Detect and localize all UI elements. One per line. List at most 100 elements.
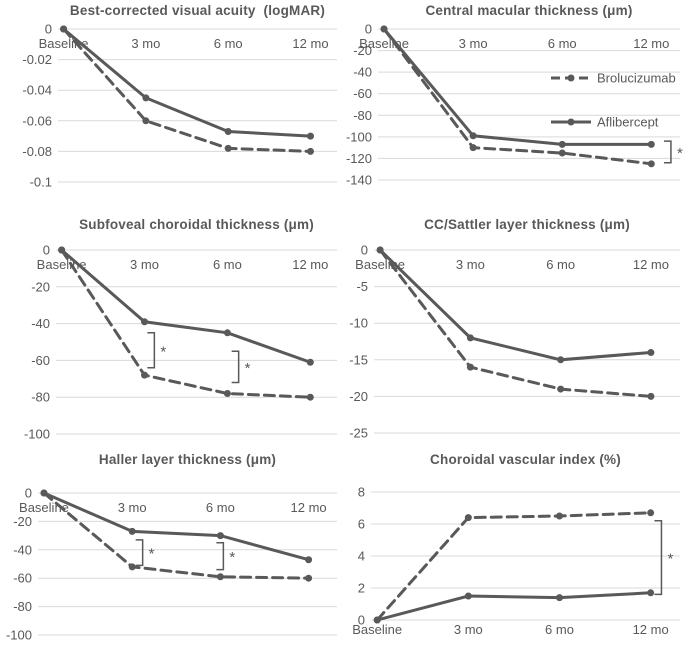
data-point-marker — [464, 592, 472, 600]
data-point-marker — [555, 594, 563, 602]
y-axis-tick-label: -60 — [31, 353, 50, 368]
y-axis-tick-label: -40 — [31, 316, 50, 331]
chart-canvas: Choroidal vascular index (%) 8 6 4 2 0Baselin… — [352, 452, 680, 637]
y-axis-tick-label: -80 — [13, 599, 32, 614]
data-point-marker — [306, 358, 314, 366]
x-axis-category-label: 3 mo — [459, 36, 488, 51]
y-axis-tick-label: 0 — [43, 243, 50, 258]
data-point-marker — [305, 574, 313, 582]
data-point-marker — [555, 512, 563, 520]
y-axis-tick-label: -20 — [353, 43, 372, 58]
data-point-marker — [60, 25, 68, 33]
y-axis-tick-label: 0 — [25, 486, 32, 501]
y-axis-tick-label: -60 — [353, 86, 372, 101]
y-axis-tick-label: -80 — [31, 390, 50, 405]
data-point-marker — [469, 132, 477, 140]
x-axis-category-label: 12 mo — [292, 36, 328, 51]
data-point-marker — [647, 589, 655, 597]
data-point-marker — [224, 144, 232, 152]
chart-title: Choroidal vascular index (%) — [430, 452, 621, 467]
data-point-marker — [557, 385, 565, 393]
y-axis-tick-label: -20 — [13, 514, 32, 529]
y-axis-tick-label: -140 — [346, 173, 372, 188]
y-axis-tick-label: -10 — [349, 316, 368, 331]
x-axis-category-label: 3 mo — [118, 500, 147, 515]
x-axis-category-label: 6 mo — [545, 622, 574, 637]
series-line-brolucizumab — [382, 27, 653, 166]
series-line-brolucizumab — [378, 248, 653, 398]
x-axis-category-label: Baseline — [352, 622, 402, 637]
x-axis-category-label: 6 mo — [206, 500, 235, 515]
significance-bracket — [654, 520, 663, 596]
data-point-marker — [647, 509, 655, 517]
data-point-marker — [469, 144, 477, 152]
data-point-marker — [306, 147, 314, 155]
data-point-marker — [464, 514, 472, 522]
chart-canvas: Subfoveal choroidal thickness (μm) 0 -20 -4… — [24, 217, 337, 442]
series-line-aflibercept — [382, 27, 653, 146]
x-axis-category-label: 12 mo — [633, 257, 669, 272]
chart-subfoveal-choroidal-thickness: Subfoveal choroidal thickness (μm) 0 -20 -4… — [0, 215, 342, 450]
x-axis-category-label: 3 mo — [130, 257, 159, 272]
y-axis-tick-label: 6 — [358, 517, 365, 532]
significance-asterisk: * — [667, 551, 673, 568]
data-point-marker — [373, 616, 381, 624]
data-point-marker — [380, 25, 388, 33]
legend-label: Aflibercept — [597, 115, 659, 130]
series-line-brolucizumab — [375, 511, 653, 622]
x-axis-category-label: 6 mo — [548, 36, 577, 51]
y-axis-tick-label: -5 — [356, 279, 368, 294]
x-axis-category-label: 3 mo — [456, 257, 485, 272]
y-axis-tick-label: 8 — [358, 485, 365, 500]
significance-bracket — [231, 350, 240, 384]
x-axis-category-label: 12 mo — [633, 622, 669, 637]
chart-central-macular-thickness: Central macular thickness (μm) 0 -20 -40 -60… — [342, 0, 685, 215]
significance-bracket — [216, 541, 225, 571]
data-point-marker — [224, 128, 232, 136]
significance-asterisk: * — [149, 546, 155, 563]
y-axis-tick-label: -100 — [6, 628, 32, 643]
data-point-marker — [141, 318, 149, 326]
y-axis-tick-label: 0 — [358, 613, 365, 628]
x-axis-category-label: Baseline — [355, 257, 405, 272]
y-axis-tick-label: -80 — [353, 108, 372, 123]
series-line-aflibercept — [42, 491, 311, 562]
data-point-marker — [223, 329, 231, 337]
data-point-marker — [466, 363, 474, 371]
chart-title: Central macular thickness (μm) — [425, 3, 632, 18]
data-point-marker — [647, 160, 655, 168]
y-axis-tick-label: -0.1 — [30, 175, 52, 190]
y-axis-tick-label: 0 — [361, 243, 368, 258]
series-line-brolucizumab — [42, 491, 311, 580]
data-point-marker — [647, 348, 655, 356]
data-point-marker — [557, 356, 565, 364]
data-point-marker — [141, 371, 149, 379]
y-axis-tick-label: -20 — [31, 279, 50, 294]
y-axis-tick-label: 0 — [365, 22, 372, 37]
chart-title: Best-corrected visual acuity (logMAR) — [70, 3, 325, 18]
legend-marker — [567, 74, 575, 82]
series-line-aflibercept — [378, 248, 653, 362]
significance-bracket — [135, 539, 144, 567]
data-point-marker — [647, 140, 655, 148]
significance-asterisk: * — [245, 360, 251, 377]
data-point-marker — [40, 489, 48, 497]
x-axis-category-label: 12 mo — [292, 257, 328, 272]
significance-bracket — [663, 140, 672, 164]
y-axis-tick-label: -60 — [13, 571, 32, 586]
significance-bracket — [147, 332, 156, 369]
x-axis-category-label: 3 mo — [454, 622, 483, 637]
y-axis-tick-label: -15 — [349, 352, 368, 367]
data-point-marker — [223, 390, 231, 398]
data-point-marker — [58, 246, 66, 254]
x-axis-category-label: 6 mo — [214, 36, 243, 51]
legend-marker — [567, 118, 575, 126]
data-point-marker — [466, 334, 474, 342]
y-axis-tick-label: -20 — [349, 389, 368, 404]
y-axis-tick-label: -120 — [346, 151, 372, 166]
series-line-aflibercept — [62, 27, 312, 138]
x-axis-category-label: 12 mo — [291, 500, 327, 515]
series-line-brolucizumab — [62, 27, 312, 153]
chart-canvas: CC/Sattler layer thickness (μm) 0 -5 -10 -15… — [349, 217, 680, 441]
y-axis-tick-label: -0.02 — [22, 52, 52, 67]
